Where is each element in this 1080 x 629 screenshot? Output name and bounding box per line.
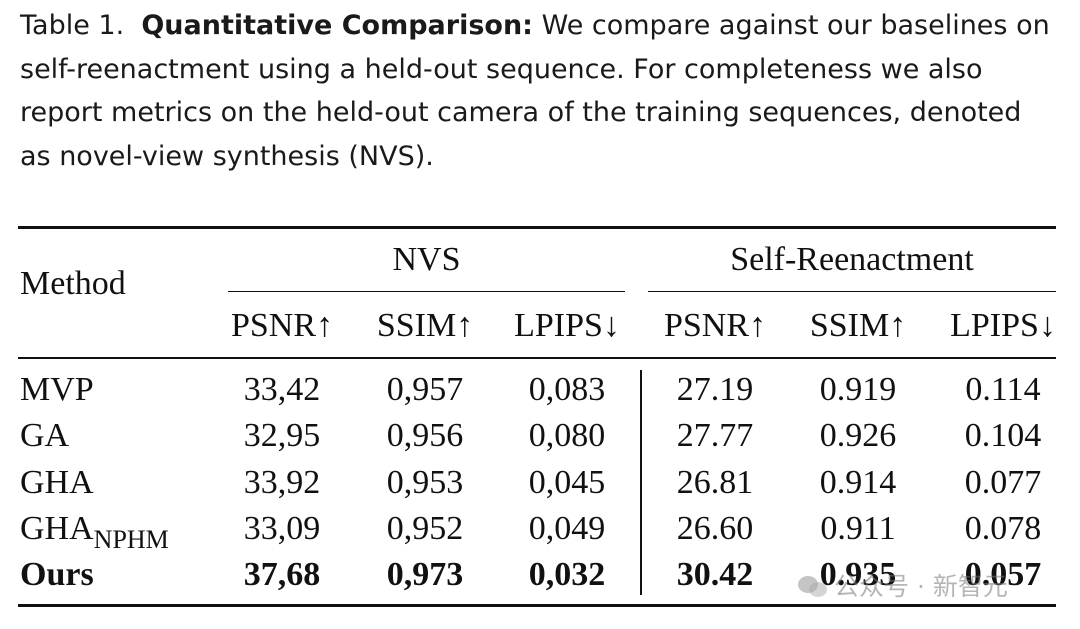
metric-header-nvs-psnr: PSNR↑ <box>230 307 334 344</box>
row-method-name: GHANPHM <box>20 509 169 560</box>
table-caption: Table 1. Quantitative Comparison: We com… <box>20 4 1060 178</box>
table-cell: 27.77 <box>676 417 754 454</box>
row-method-name: GA <box>20 417 70 454</box>
table-cell: 0.077 <box>964 464 1042 501</box>
table-cell: 0.926 <box>819 417 897 454</box>
table-cell: 27.19 <box>676 371 754 408</box>
table-cell: 0,045 <box>528 464 606 501</box>
table-cell: 0.057 <box>964 556 1042 593</box>
caption-heading: Quantitative Comparison: <box>141 10 533 41</box>
table-cell: 33,42 <box>243 371 321 408</box>
table-cell: 33,92 <box>243 464 321 501</box>
top-rule <box>18 226 1056 229</box>
group-header-self-reenactment: Self-Reenactment <box>730 241 974 278</box>
table-cell: 26.60 <box>676 510 754 547</box>
table-cell: 37,68 <box>243 556 321 593</box>
table-cell: 0,953 <box>386 464 464 501</box>
table-cell: 0.114 <box>965 371 1041 408</box>
table-cell: 0.914 <box>819 464 897 501</box>
group-header-nvs: NVS <box>392 241 461 278</box>
group-rule-nvs <box>228 291 625 292</box>
table-cell: 0,956 <box>386 417 464 454</box>
caption-label: Table 1. <box>20 10 125 41</box>
group-separator-line <box>640 370 642 595</box>
metric-header-sr-lpips: LPIPS↓ <box>950 307 1056 344</box>
table-cell: 0.104 <box>964 417 1042 454</box>
table-cell: 26.81 <box>676 464 754 501</box>
caption-body: We compare against our baselines on self… <box>20 10 1050 172</box>
header-rule <box>18 357 1056 359</box>
table-cell: 0,957 <box>386 371 464 408</box>
table-cell: 0,083 <box>528 371 606 408</box>
watermark-text: 公众号 · 新智元 <box>834 572 1008 601</box>
metric-header-sr-psnr: PSNR↑ <box>663 307 767 344</box>
method-name-subscript: NPHM <box>93 525 169 554</box>
table-cell: 0.078 <box>964 510 1042 547</box>
watermark: 公众号 · 新智元 <box>798 567 1008 603</box>
table-cell: 33,09 <box>243 510 321 547</box>
row-method-name: GHA <box>20 464 94 501</box>
metric-header-sr-ssim: SSIM↑ <box>809 307 907 344</box>
table-cell: 0.911 <box>820 510 896 547</box>
table-cell: 0.919 <box>819 371 897 408</box>
metric-header-nvs-ssim: SSIM↑ <box>376 307 474 344</box>
table-cell: 0,952 <box>386 510 464 547</box>
method-name-base: GHA <box>20 510 94 547</box>
table-cell: 0,049 <box>528 510 606 547</box>
table-cell: 0.935 <box>819 556 897 593</box>
table-cell: 32,95 <box>243 417 321 454</box>
table-cell: 0,973 <box>386 556 464 593</box>
table-cell: 0,080 <box>528 417 606 454</box>
method-header: Method <box>20 265 126 302</box>
table-cell: 0,032 <box>528 556 606 593</box>
wechat-icon <box>798 574 828 598</box>
metric-header-nvs-lpips: LPIPS↓ <box>514 307 620 344</box>
group-rule-self-reenactment <box>648 291 1056 292</box>
table-cell: 30.42 <box>676 556 754 593</box>
bottom-rule <box>18 604 1056 607</box>
row-method-name: Ours <box>20 556 94 593</box>
row-method-name: MVP <box>20 371 94 408</box>
